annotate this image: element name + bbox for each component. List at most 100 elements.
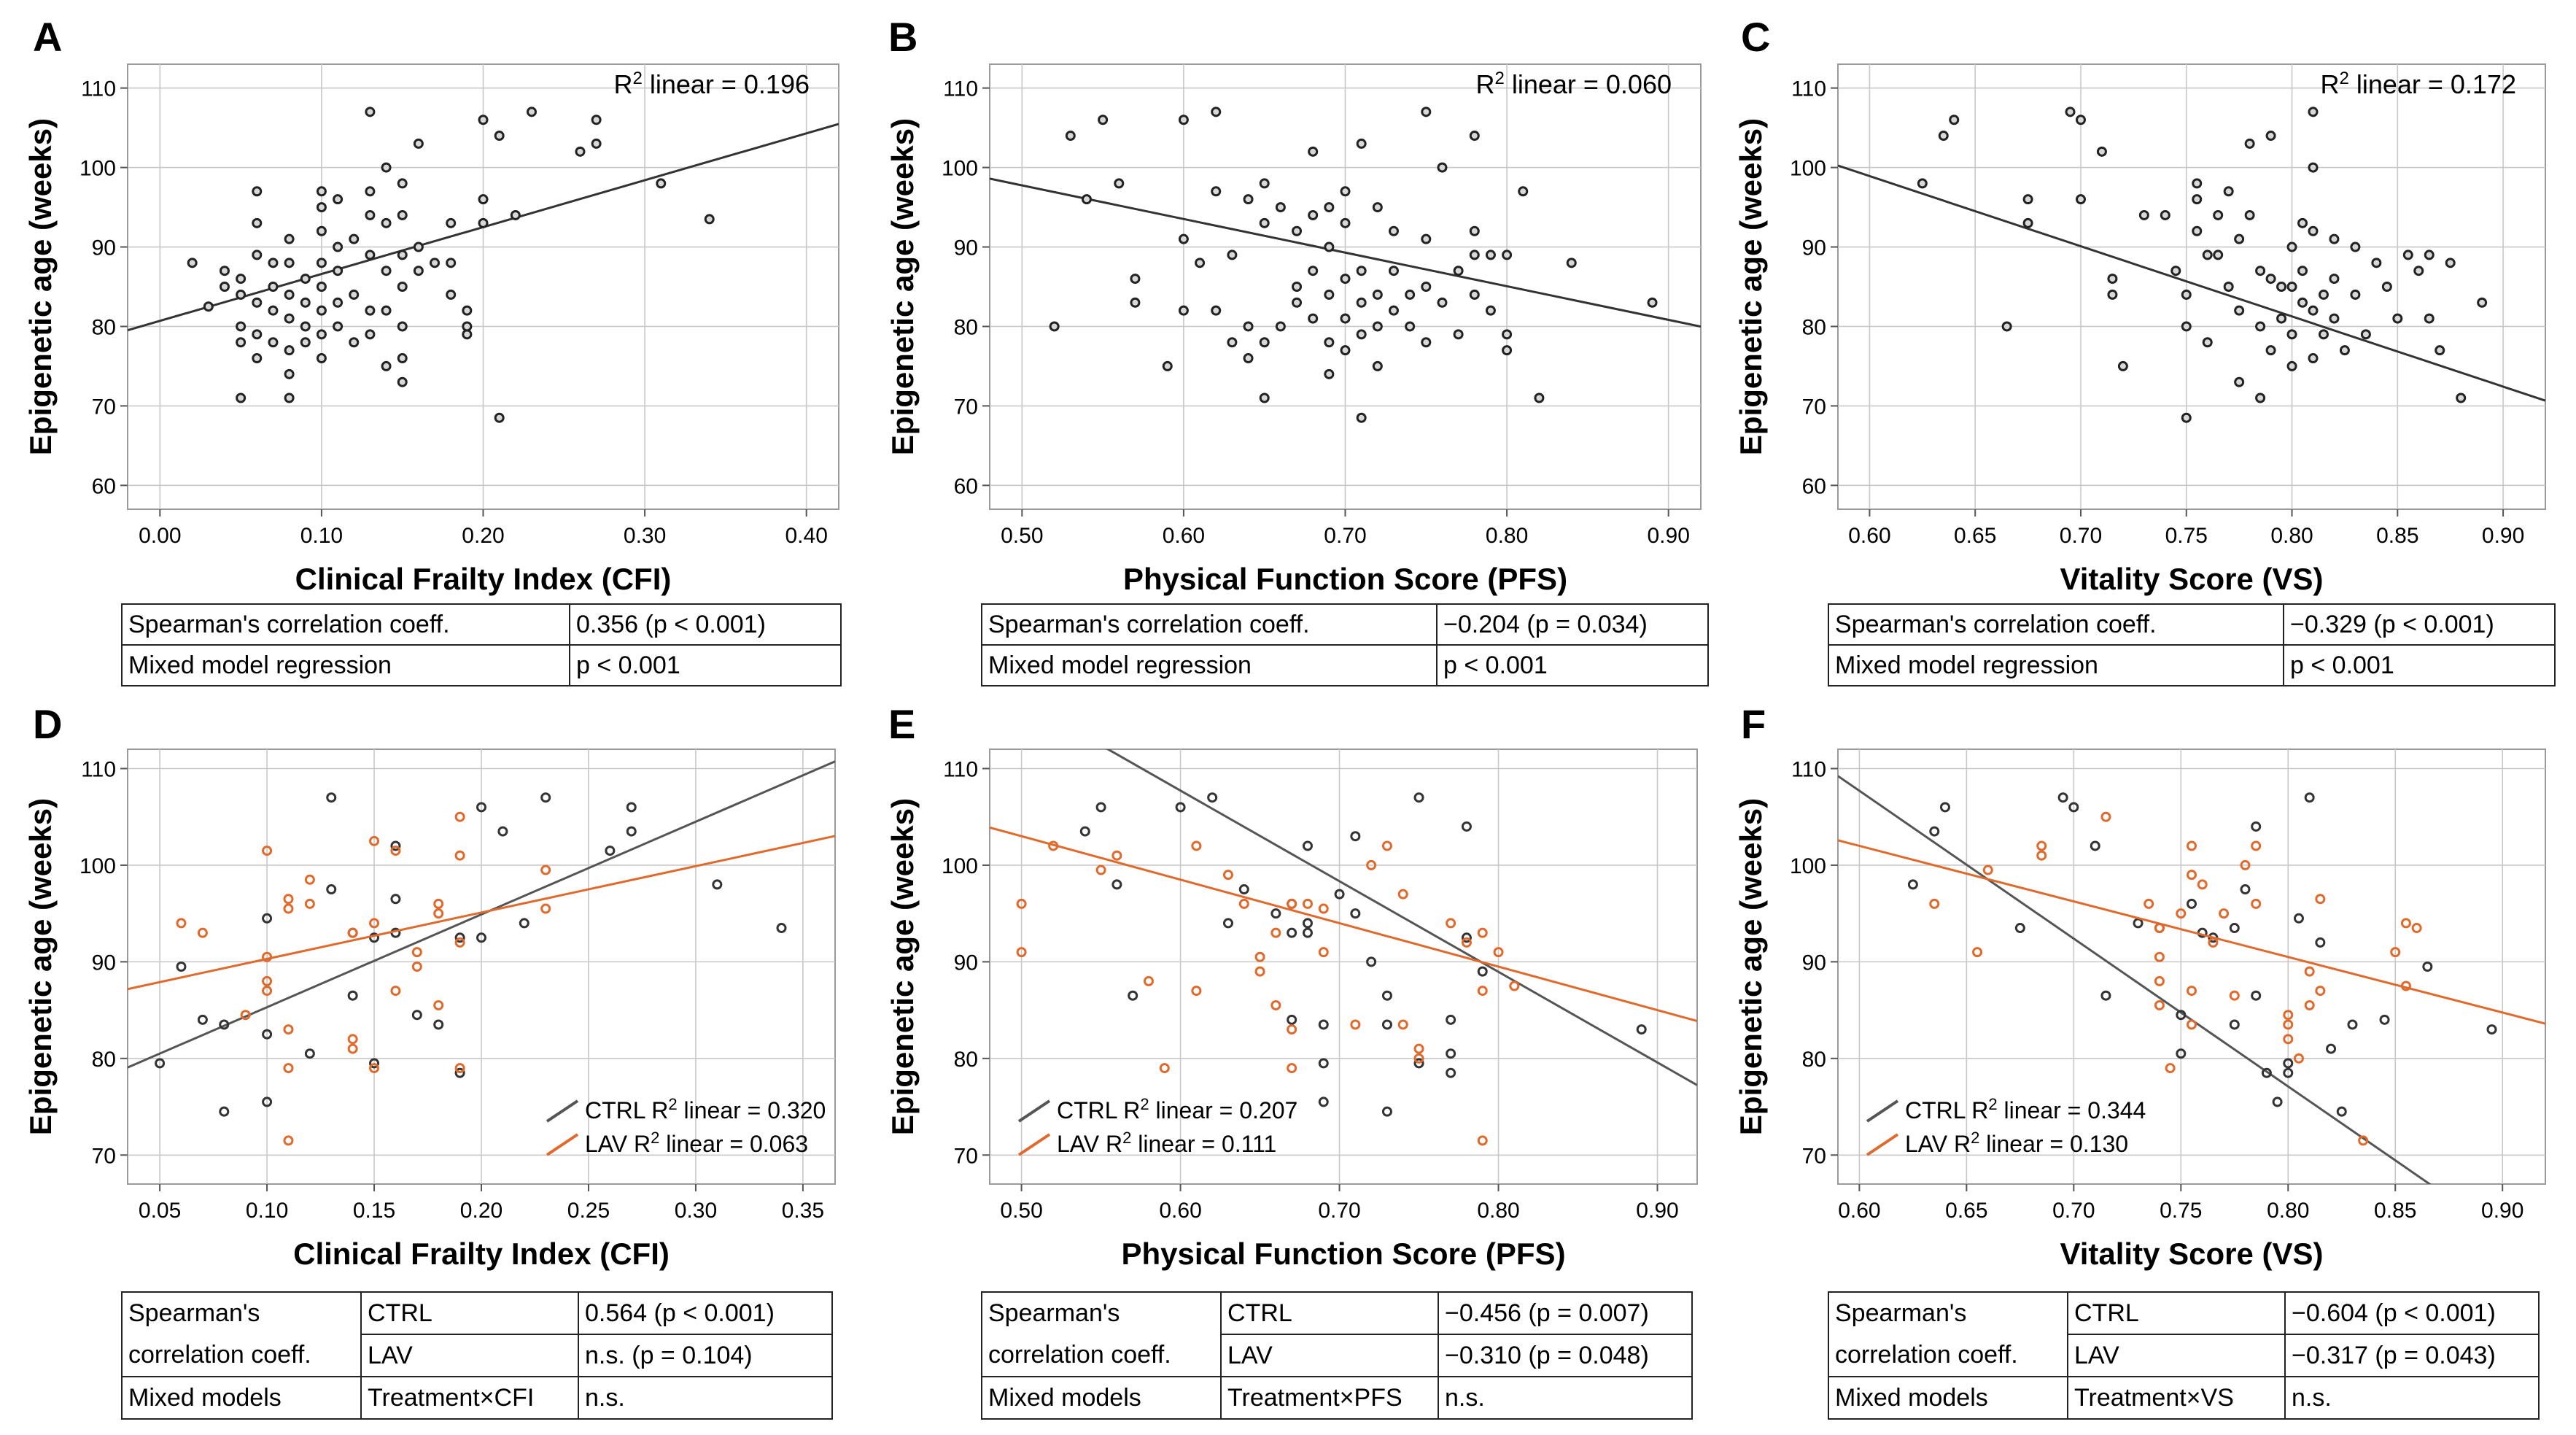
data-point-lav [2036,840,2047,851]
data-point-lav [1191,986,1202,997]
data-point-all [2181,321,2192,332]
data-point-all [397,178,408,189]
data-point-all [2297,266,2308,276]
data-point-all [2435,345,2445,356]
data-point-all [381,162,392,173]
data-point-lav [1254,966,1265,977]
fit-line-ctrl [128,760,835,1069]
y-axis-title: Epigenetic age (weeks) [1734,118,1768,455]
data-point-all [446,289,457,300]
data-point-lav [2219,908,2230,919]
legend-label: LAV R2 linear = 0.111 [1057,1129,1276,1158]
data-point-all [1324,241,1335,252]
data-point-all [1259,392,1270,403]
y-tick-label: 90 [954,951,978,975]
data-point-lav [347,1043,358,1054]
data-point-all [2244,138,2255,149]
data-point-lav [2240,859,2251,870]
data-point-all [333,266,344,276]
y-tick-label: 80 [1802,315,1826,339]
data-point-all [316,353,327,364]
table-row: correlation coeff. LAV −0.317 (p = 0.043… [1828,1334,2540,1377]
panel-e: 0.50 0.60 0.70 0.80 0.90 70 80 90 100 110 Physical… [885,701,1698,1271]
fit-line-all [990,177,1701,328]
data-point-all [1227,337,1238,348]
data-point-lav [262,986,273,997]
data-point-all [268,258,279,268]
data-point-ctrl [411,1010,422,1021]
data-point-lav [1048,840,1059,851]
table-cell: −0.329 (p < 0.001) [2283,603,2556,646]
data-point-ctrl [219,1106,230,1117]
data-point-all [381,217,392,228]
data-point-lav [540,865,551,875]
data-point-ctrl [390,840,401,851]
data-point-ctrl [454,1067,465,1078]
data-point-all [1388,305,1399,316]
data-point-all [397,282,408,292]
data-point-all [252,329,263,340]
data-point-all [1356,138,1367,149]
data-point-all [1178,233,1189,244]
data-point-all [1259,337,1270,348]
data-point-lav [540,903,551,914]
data-point-lav [2187,870,2197,881]
data-point-ctrl [1381,990,1392,1001]
data-point-lav [262,975,273,986]
y-tick-label: 90 [954,236,978,260]
data-point-all [397,353,408,364]
data-point-lav [2165,1063,2176,1074]
data-point-all [1292,225,1303,236]
y-tick-label: 60 [1802,474,1826,498]
data-point-all [2065,107,2076,117]
x-tick-label: 0.90 [2481,1199,2523,1223]
data-point-lav [1477,986,1488,997]
data-point-lav [2283,1034,2294,1045]
table-cell: Spearman's [121,1291,362,1334]
data-point-ctrl [1238,884,1249,895]
data-point-all [381,266,392,276]
data-point-ctrl [2068,802,2079,813]
y-tick-label: 100 [79,854,116,878]
table-cell: Spearman's [981,1291,1222,1334]
x-tick-label: 0.70 [2052,1199,2095,1223]
data-point-ctrl [1461,821,1472,832]
table-cell: Mixed models [1828,1376,2068,1420]
x-tick-label: 0.80 [2267,1199,2309,1223]
data-point-lav [283,1135,294,1146]
data-point-all [284,368,295,379]
data-point-lav [433,999,444,1010]
y-axis-title: Epigenetic age (weeks) [885,798,920,1135]
data-point-all [381,305,392,316]
data-point-all [284,345,295,356]
data-point-all [2223,186,2234,197]
data-point-ctrl [2251,990,2262,1001]
table-cell: Spearman's correlation coeff. [981,603,1438,646]
data-point-all [478,194,489,205]
data-point-lav [2358,1135,2369,1146]
data-point-ctrl [1929,826,1940,837]
data-point-all [1178,115,1189,125]
stats-table-b: Spearman's correlation coeff. −0.204 (p … [981,603,1709,686]
data-point-ctrl [155,1058,166,1069]
data-point-ctrl [2251,821,2262,832]
data-point-all [1324,289,1335,300]
data-point-lav [262,951,273,962]
panel-letter: B [888,14,917,60]
data-point-all [2445,258,2456,268]
x-tick-label: 0.25 [567,1199,610,1223]
data-point-all [1388,225,1399,236]
r2-annotation: R2 linear = 0.196 [613,69,810,100]
data-point-ctrl [390,894,401,905]
data-point-all [365,209,376,220]
data-point-all [2329,313,2340,324]
x-tick-label: 0.35 [782,1199,824,1223]
data-point-all [1372,321,1383,332]
data-point-all [526,107,537,117]
data-point-ctrl [2176,1010,2187,1021]
data-point-all [365,305,376,316]
y-axis-title: Epigenetic age (weeks) [23,798,58,1135]
data-point-ctrl [1318,1096,1329,1107]
x-tick-label: 0.30 [675,1199,717,1223]
table-cell: Treatment×CFI [360,1376,579,1420]
